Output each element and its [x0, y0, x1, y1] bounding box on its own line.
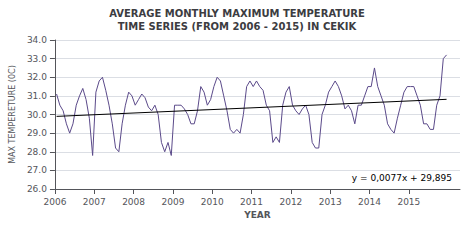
- svg-text:2013: 2013: [319, 197, 342, 207]
- svg-text:MAX TEMPERETURE (0C): MAX TEMPERETURE (0C): [8, 65, 17, 164]
- svg-text:33.0: 33.0: [27, 54, 47, 64]
- svg-text:2008: 2008: [122, 197, 145, 207]
- svg-text:26.0: 26.0: [27, 184, 47, 194]
- svg-text:34.0: 34.0: [27, 35, 47, 45]
- svg-text:32.0: 32.0: [27, 72, 47, 82]
- svg-text:2015: 2015: [397, 197, 420, 207]
- svg-text:2011: 2011: [240, 197, 263, 207]
- svg-text:YEAR: YEAR: [243, 210, 271, 220]
- svg-text:TIME SERIES (FROM 2006 - 2015): TIME SERIES (FROM 2006 - 2015) IN CEKIK: [118, 21, 358, 32]
- svg-text:y = 0,0077x + 29,895: y = 0,0077x + 29,895: [352, 173, 452, 183]
- svg-text:AVERAGE MONTHLY MAXIMUM TEMPER: AVERAGE MONTHLY MAXIMUM TEMPERATURE: [109, 8, 365, 19]
- svg-text:31.0: 31.0: [27, 91, 47, 101]
- svg-text:28.0: 28.0: [27, 147, 47, 157]
- svg-text:2012: 2012: [279, 197, 302, 207]
- svg-text:30.0: 30.0: [27, 110, 47, 120]
- svg-text:2014: 2014: [358, 197, 381, 207]
- svg-text:29.0: 29.0: [27, 128, 47, 138]
- svg-text:27.0: 27.0: [27, 165, 47, 175]
- svg-text:2007: 2007: [83, 197, 106, 207]
- svg-text:2010: 2010: [201, 197, 224, 207]
- svg-text:2006: 2006: [43, 197, 66, 207]
- svg-text:2009: 2009: [161, 197, 184, 207]
